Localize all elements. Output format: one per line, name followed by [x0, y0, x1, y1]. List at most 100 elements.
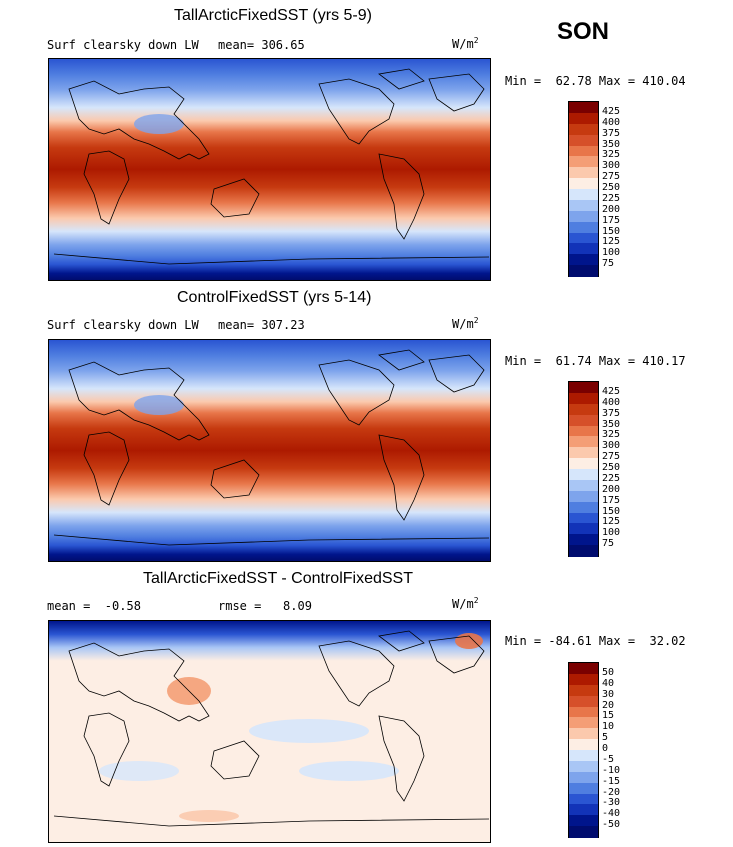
colorbar-tick-label: 400: [602, 396, 621, 408]
colorbar-band: [569, 684, 598, 697]
colorbar-band: [569, 178, 598, 190]
colorbar-band: [569, 243, 598, 255]
colorbar-band: [569, 123, 598, 136]
colorbar-band: [569, 436, 598, 448]
colorbar-tick-label: -30: [602, 797, 621, 809]
colorbar-band: [569, 156, 598, 168]
panel2-map: [48, 339, 491, 562]
colorbar-tick-label: 150: [602, 225, 621, 237]
colorbar-band: [569, 392, 598, 405]
panel3-units: W/m2: [452, 596, 479, 611]
panel1-title: TallArcticFixedSST (yrs 5-9): [174, 7, 372, 24]
colorbar-band: [569, 523, 598, 535]
colorbar-band: [569, 210, 598, 223]
panel1-units: W/m2: [452, 36, 479, 51]
colorbar-tick-label: 125: [602, 236, 621, 248]
colorbar-tick-label: 425: [602, 385, 621, 397]
colorbar-band: [569, 112, 598, 125]
colorbar-band: [569, 382, 598, 394]
panel2-colorbar-labels: 425 400 375 350 325 300 275 250 225 200 175 150 125 1…: [602, 381, 642, 557]
colorbar-tick-label: 175: [602, 214, 621, 226]
colorbar-band: [569, 425, 598, 437]
panel1-map: [48, 58, 491, 281]
colorbar-tick-label: 425: [602, 105, 621, 117]
colorbar-tick-label: 300: [602, 160, 621, 172]
panel3-title: TallArcticFixedSST - ControlFixedSST: [143, 570, 413, 587]
colorbar-tick-label: 325: [602, 149, 621, 161]
colorbar-band: [569, 189, 598, 201]
colorbar-tick-label: 400: [602, 116, 621, 128]
colorbar-tick-label: 350: [602, 418, 621, 430]
colorbar-tick-label: 0: [602, 743, 609, 754]
colorbar-band: [569, 469, 598, 481]
panel2-mean-label: mean= 307.23: [218, 318, 305, 332]
colorbar-band: [569, 254, 598, 266]
colorbar-tick-label: -40: [602, 808, 621, 820]
colorbar-band: [569, 199, 598, 212]
colorbar-tick-label: 375: [602, 407, 621, 419]
panel3-map: [48, 620, 491, 843]
colorbar-band: [569, 479, 598, 492]
colorbar-band: [569, 750, 598, 762]
colorbar-tick-label: 15: [602, 710, 615, 722]
colorbar-tick-label: 275: [602, 451, 621, 463]
colorbar-tick-label: 250: [602, 462, 621, 473]
colorbar-tick-label: 350: [602, 138, 621, 150]
colorbar-band: [569, 760, 598, 773]
colorbar-tick-label: -10: [602, 764, 621, 776]
colorbar-band: [569, 793, 598, 805]
panel3-colorbar: [568, 662, 599, 838]
colorbar-tick-label: 5: [602, 732, 609, 744]
colorbar-tick-label: 75: [602, 258, 615, 270]
panel2-variable-label: Surf clearsky down LW: [47, 318, 199, 332]
colorbar-band: [569, 501, 598, 513]
colorbar-tick-label: 225: [602, 192, 621, 204]
colorbar-band: [569, 490, 598, 503]
colorbar-tick-label: 30: [602, 688, 615, 700]
colorbar-tick-label: -50: [602, 819, 621, 831]
colorbar-band: [569, 447, 598, 459]
colorbar-tick-label: 300: [602, 440, 621, 452]
colorbar-band: [569, 782, 598, 794]
panel2-colorbar: [568, 381, 599, 557]
panel3-mean-label: mean = -0.58: [47, 599, 141, 613]
colorbar-band: [569, 134, 598, 146]
colorbar-tick-label: -5: [602, 753, 615, 765]
panel2-units: W/m2: [452, 316, 479, 331]
colorbar-tick-label: 325: [602, 429, 621, 441]
colorbar-band: [569, 232, 598, 244]
panel3-rmse-label: rmse = 8.09: [218, 599, 312, 613]
colorbar-band: [569, 167, 598, 179]
colorbar-band: [569, 804, 598, 816]
colorbar-band: [569, 414, 598, 426]
colorbar-band: [569, 265, 598, 277]
colorbar-band: [569, 545, 598, 557]
colorbar-tick-label: 175: [602, 494, 621, 506]
panel1-colorbar: [568, 101, 599, 277]
panel1-colorbar-labels: 425 400 375 350 325 300 275 250 225 200 175 150 125 1…: [602, 101, 642, 277]
colorbar-band: [569, 534, 598, 546]
colorbar-tick-label: 375: [602, 127, 621, 139]
colorbar-band: [569, 826, 598, 838]
colorbar-tick-label: -15: [602, 775, 621, 787]
colorbar-band: [569, 673, 598, 686]
colorbar-band: [569, 717, 598, 729]
colorbar-tick-label: 200: [602, 203, 621, 215]
colorbar-tick-label: 100: [602, 247, 621, 259]
colorbar-band: [569, 145, 598, 157]
colorbar-band: [569, 512, 598, 524]
colorbar-tick-label: 50: [602, 666, 615, 678]
colorbar-tick-label: 75: [602, 538, 615, 550]
colorbar-band: [569, 458, 598, 470]
colorbar-tick-label: 125: [602, 516, 621, 528]
colorbar-band: [569, 739, 598, 751]
colorbar-tick-label: 250: [602, 182, 621, 193]
panel1-variable-label: Surf clearsky down LW: [47, 38, 199, 52]
colorbar-band: [569, 102, 598, 114]
panel2-title: ControlFixedSST (yrs 5-14): [177, 289, 372, 306]
colorbar-band: [569, 403, 598, 416]
colorbar-tick-label: -20: [602, 786, 621, 798]
panel2-minmax: Min = 61.74 Max = 410.17: [505, 354, 686, 368]
colorbar-band: [569, 815, 598, 827]
colorbar-band: [569, 771, 598, 784]
